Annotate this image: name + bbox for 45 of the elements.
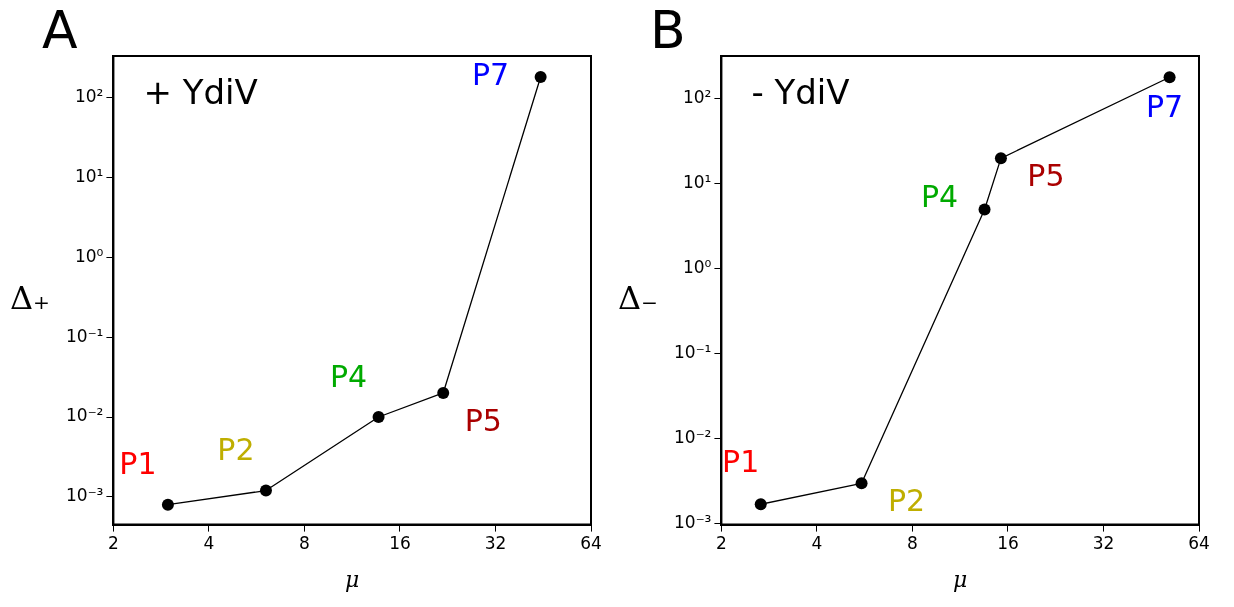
y-tick-label: 10⁻²: [66, 405, 104, 426]
annotation: P2: [217, 432, 255, 468]
x-tick-label: 64: [580, 533, 602, 554]
x-tick-label: 2: [716, 533, 727, 554]
annotation: P7: [472, 56, 510, 92]
y-tick-label: 10²: [74, 85, 104, 106]
y-tick-label: 10¹: [74, 165, 104, 186]
y-tick-label: 10²: [682, 87, 712, 108]
y-tick-label: 10⁻¹: [674, 342, 712, 363]
annotation: + YdiV: [143, 71, 258, 112]
x-tick-label: 4: [203, 533, 215, 554]
annotation: P7: [1146, 89, 1184, 125]
y-axis-title: Δ₊: [10, 278, 50, 317]
annotation: P4: [329, 358, 368, 394]
point: [1163, 71, 1176, 84]
annotation: P5: [1027, 158, 1065, 194]
annotation: P4: [920, 179, 959, 215]
x-tick-label: 16: [997, 533, 1019, 554]
y-tick-label: 10⁰: [74, 245, 104, 266]
x-tick-label: 2: [108, 533, 119, 554]
x-tick-label: 32: [1092, 533, 1115, 554]
x-tick-label: 64: [1188, 533, 1210, 554]
chart-title: B: [650, 0, 686, 60]
x-axis-title: μ: [345, 567, 360, 593]
x-axis-title: μ: [953, 567, 968, 593]
annotation: - YdiV: [751, 71, 850, 112]
x-tick-label: 16: [389, 533, 411, 554]
y-tick-label: 10⁻³: [674, 512, 712, 533]
y-tick-label: 10⁰: [682, 257, 712, 278]
annotation: P1: [119, 446, 157, 482]
x-tick-label: 4: [811, 533, 823, 554]
y-tick-label: 10⁻¹: [66, 325, 104, 346]
annotation: P5: [464, 402, 502, 438]
x-tick-label: 8: [907, 533, 918, 554]
y-axis-title: Δ₋: [618, 278, 658, 317]
y-tick-label: 10⁻²: [674, 427, 712, 448]
point: [855, 477, 868, 490]
point: [754, 498, 767, 511]
annotation: P1: [722, 444, 760, 480]
x-tick-label: 8: [299, 533, 310, 554]
chart-title: A: [42, 0, 78, 60]
y-tick-label: 10⁻³: [66, 485, 104, 506]
x-tick-label: 32: [484, 533, 507, 554]
annotation: P2: [887, 483, 926, 519]
y-tick-label: 10¹: [682, 172, 712, 193]
